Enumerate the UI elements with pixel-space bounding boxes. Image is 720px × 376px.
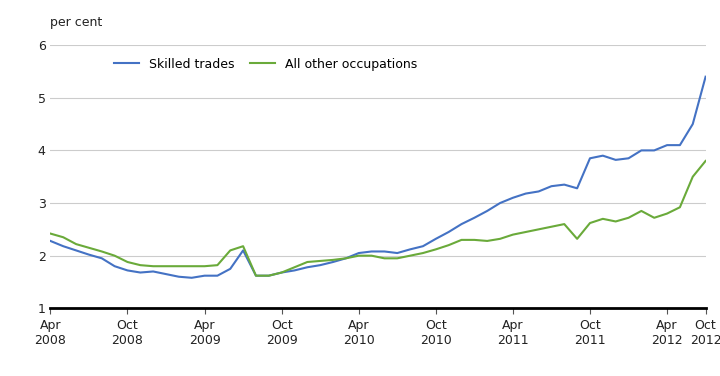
Skilled trades — [457, 222, 466, 226]
All other occupations — [457, 238, 466, 242]
All other occupations — [662, 211, 671, 216]
All other occupations — [701, 159, 710, 163]
All other occupations — [290, 265, 299, 270]
Line: Skilled trades: Skilled trades — [50, 77, 706, 278]
All other occupations — [367, 253, 376, 258]
Skilled trades — [290, 268, 299, 273]
Skilled trades — [483, 209, 492, 213]
Skilled trades — [46, 239, 55, 243]
Text: per cent: per cent — [50, 16, 103, 29]
Skilled trades — [701, 74, 710, 79]
Skilled trades — [662, 143, 671, 147]
All other occupations — [97, 249, 106, 254]
Skilled trades — [367, 249, 376, 254]
Line: All other occupations: All other occupations — [50, 161, 706, 276]
All other occupations — [46, 231, 55, 236]
All other occupations — [483, 239, 492, 243]
Skilled trades — [187, 276, 196, 280]
Skilled trades — [97, 256, 106, 261]
All other occupations — [251, 273, 260, 278]
Legend: Skilled trades, All other occupations: Skilled trades, All other occupations — [109, 53, 422, 76]
